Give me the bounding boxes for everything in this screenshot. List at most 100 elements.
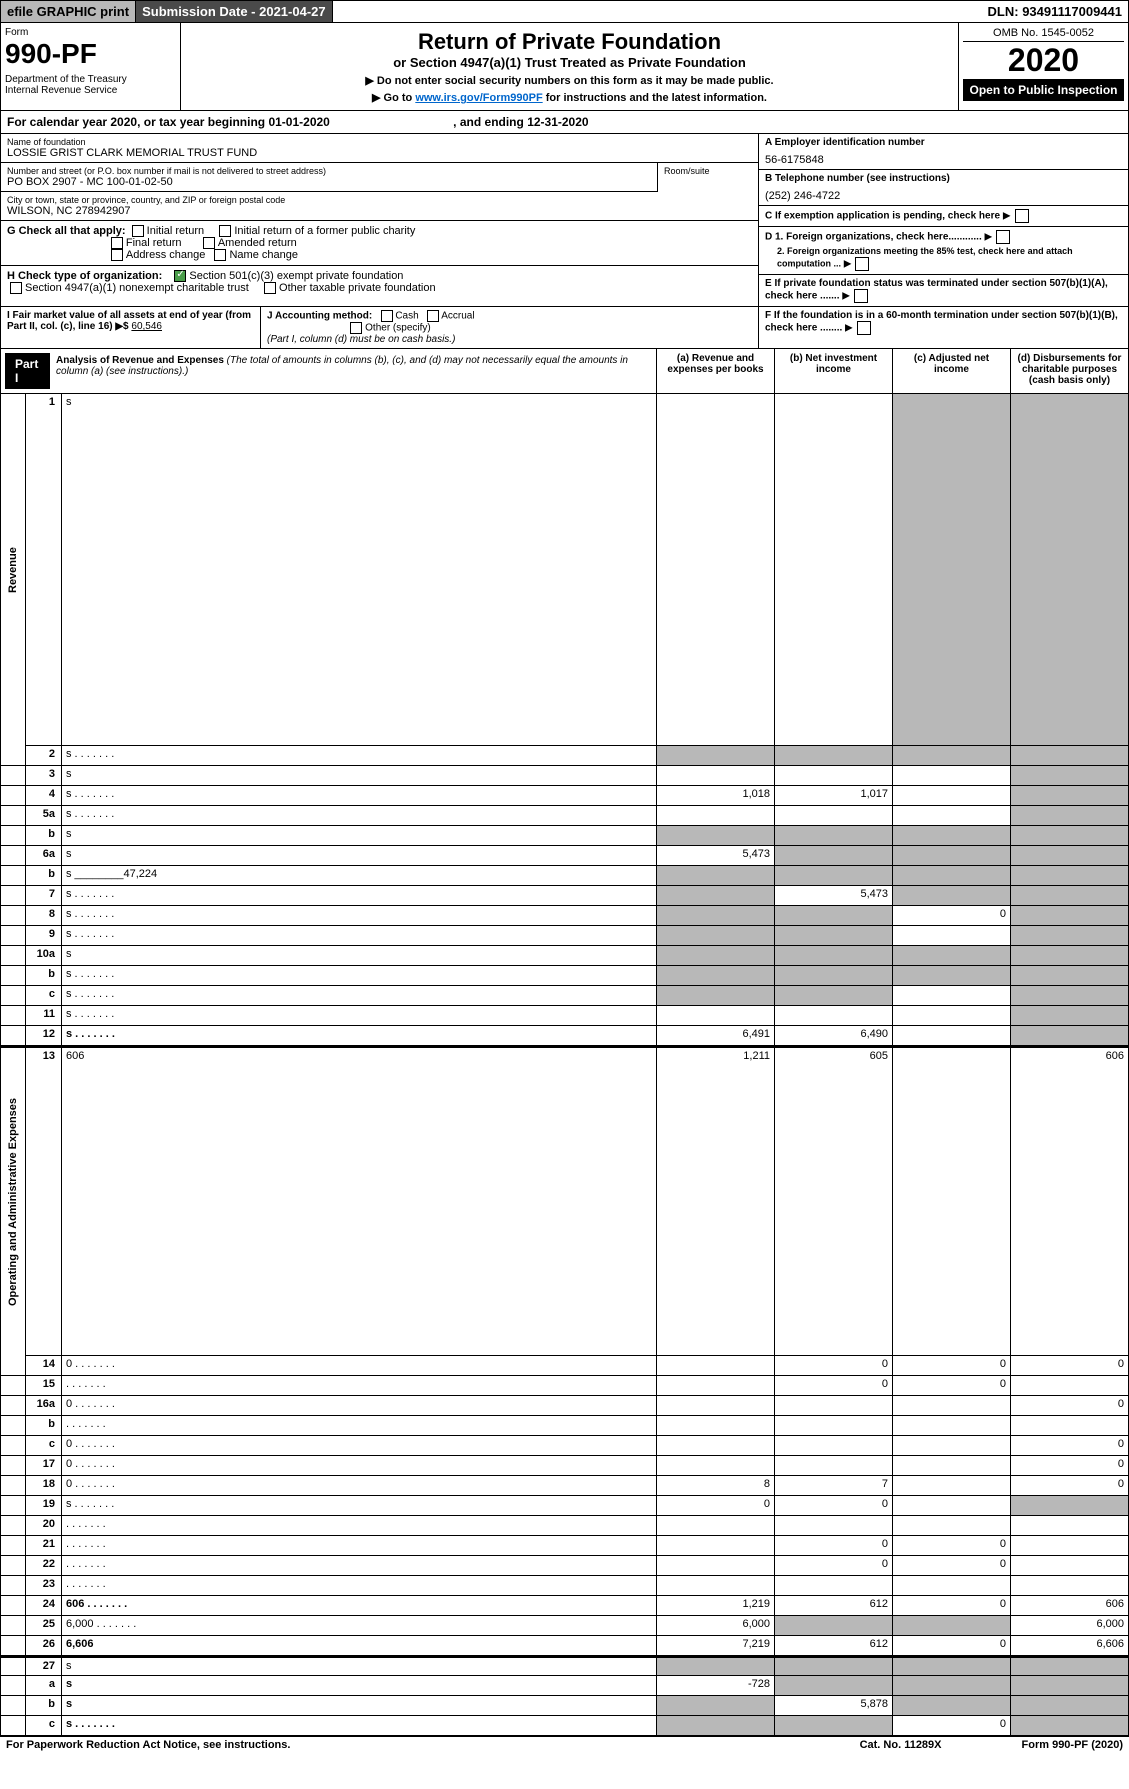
form-header: Form 990-PF Department of the TreasuryIn… bbox=[0, 23, 1129, 111]
col-c-value bbox=[892, 1676, 1010, 1696]
col-a-value bbox=[656, 1376, 774, 1396]
line-description: s . . . . . . . bbox=[61, 1496, 656, 1516]
col-b-value bbox=[774, 1516, 892, 1536]
col-b-value: 1,017 bbox=[774, 786, 892, 806]
entity-left: Name of foundation LOSSIE GRIST CLARK ME… bbox=[1, 134, 758, 306]
col-a-value bbox=[656, 746, 774, 766]
line-c: cs . . . . . . . bbox=[1, 986, 1128, 1006]
irs-link[interactable]: www.irs.gov/Form990PF bbox=[415, 92, 542, 104]
col-c-value bbox=[892, 1516, 1010, 1536]
line-13: Operating and Administrative Expenses136… bbox=[1, 1046, 1128, 1356]
address-change-checkbox[interactable] bbox=[111, 249, 123, 261]
top-bar: efile GRAPHIC print Submission Date - 20… bbox=[0, 0, 1129, 23]
col-a-value: 8 bbox=[656, 1476, 774, 1496]
other-taxable-checkbox[interactable] bbox=[264, 282, 276, 294]
col-c-value bbox=[892, 926, 1010, 946]
calendar-year-row: For calendar year 2020, or tax year begi… bbox=[0, 111, 1129, 134]
foundation-name-cell: Name of foundation LOSSIE GRIST CLARK ME… bbox=[1, 134, 758, 163]
line-6a: 6as5,473 bbox=[1, 846, 1128, 866]
line-number: b bbox=[25, 866, 61, 886]
entity-info-block: Name of foundation LOSSIE GRIST CLARK ME… bbox=[0, 134, 1129, 307]
open-public-badge: Open to Public Inspection bbox=[963, 79, 1124, 101]
col-d-value: 6,000 bbox=[1010, 1616, 1128, 1636]
c-checkbox[interactable] bbox=[1015, 209, 1029, 223]
col-b-value: 0 bbox=[774, 1376, 892, 1396]
line-description: . . . . . . . bbox=[61, 1376, 656, 1396]
line-description: s . . . . . . . bbox=[61, 746, 656, 766]
line-number: 17 bbox=[25, 1456, 61, 1476]
amended-checkbox[interactable] bbox=[203, 237, 215, 249]
line-number: 19 bbox=[25, 1496, 61, 1516]
col-d-value bbox=[1010, 1696, 1128, 1716]
line-number: 7 bbox=[25, 886, 61, 906]
line-number: b bbox=[25, 1696, 61, 1716]
col-d-value: 0 bbox=[1010, 1396, 1128, 1416]
other-method-checkbox[interactable] bbox=[350, 322, 362, 334]
dln: DLN: 93491117009441 bbox=[982, 1, 1128, 22]
col-a-value: 0 bbox=[656, 1496, 774, 1516]
col-b-value bbox=[774, 866, 892, 886]
col-d-value bbox=[1010, 846, 1128, 866]
col-c-value: 0 bbox=[892, 906, 1010, 926]
line-27: 27s bbox=[1, 1656, 1128, 1676]
efile-label[interactable]: efile GRAPHIC print bbox=[1, 1, 135, 22]
501c3-checkbox[interactable] bbox=[174, 270, 186, 282]
cash-checkbox[interactable] bbox=[381, 310, 393, 322]
line-number: 20 bbox=[25, 1516, 61, 1536]
accrual-checkbox[interactable] bbox=[427, 310, 439, 322]
line-description: 6,606 bbox=[61, 1636, 656, 1656]
line-4: 4s . . . . . . .1,0181,017 bbox=[1, 786, 1128, 806]
col-a-value: -728 bbox=[656, 1676, 774, 1696]
col-d-value bbox=[1010, 1376, 1128, 1396]
col-d-value bbox=[1010, 1006, 1128, 1026]
line-description: 606 bbox=[61, 1048, 656, 1356]
col-a-value bbox=[656, 1006, 774, 1026]
address: PO BOX 2907 - MC 100-01-02-50 bbox=[7, 176, 651, 188]
form-footer-label: Form 990-PF (2020) bbox=[1022, 1739, 1123, 1751]
col-d-value bbox=[1010, 1536, 1128, 1556]
final-return-checkbox[interactable] bbox=[111, 237, 123, 249]
e-checkbox[interactable] bbox=[854, 289, 868, 303]
col-a-value bbox=[656, 1396, 774, 1416]
col-a-value bbox=[656, 394, 774, 746]
line-description: s . . . . . . . bbox=[61, 906, 656, 926]
line-description: s . . . . . . . bbox=[61, 986, 656, 1006]
col-b-value bbox=[774, 966, 892, 986]
col-d-value bbox=[1010, 1516, 1128, 1536]
line-number: 2 bbox=[25, 746, 61, 766]
name-change-checkbox[interactable] bbox=[214, 249, 226, 261]
e-terminated-cell: E If private foundation status was termi… bbox=[759, 275, 1128, 306]
line-description: 0 . . . . . . . bbox=[61, 1436, 656, 1456]
col-b-value: 5,473 bbox=[774, 886, 892, 906]
revenue-section-label: Revenue bbox=[1, 394, 25, 746]
4947a1-checkbox[interactable] bbox=[10, 282, 22, 294]
line-17: 170 . . . . . . .0 bbox=[1, 1456, 1128, 1476]
line-c: cs . . . . . . .0 bbox=[1, 1716, 1128, 1736]
line-number: 18 bbox=[25, 1476, 61, 1496]
expenses-section-label: Operating and Administrative Expenses bbox=[1, 1048, 25, 1356]
initial-former-checkbox[interactable] bbox=[219, 225, 231, 237]
line-description: 0 . . . . . . . bbox=[61, 1456, 656, 1476]
col-a-value bbox=[656, 1658, 774, 1676]
col-a-value bbox=[656, 1356, 774, 1376]
col-a-value bbox=[656, 966, 774, 986]
line-b: bs5,878 bbox=[1, 1696, 1128, 1716]
initial-return-checkbox[interactable] bbox=[132, 225, 144, 237]
f-checkbox[interactable] bbox=[857, 321, 871, 335]
line-number: 14 bbox=[25, 1356, 61, 1376]
d1-checkbox[interactable] bbox=[996, 230, 1010, 244]
col-c-value bbox=[892, 826, 1010, 846]
line-description: s . . . . . . . bbox=[61, 786, 656, 806]
col-b-value bbox=[774, 1416, 892, 1436]
col-c-value bbox=[892, 1476, 1010, 1496]
col-d-value bbox=[1010, 746, 1128, 766]
col-a-value bbox=[656, 986, 774, 1006]
col-a-value: 5,473 bbox=[656, 846, 774, 866]
line-b: bs . . . . . . . bbox=[1, 966, 1128, 986]
d2-checkbox[interactable] bbox=[855, 257, 869, 271]
col-b-value: 612 bbox=[774, 1636, 892, 1656]
col-c-value: 0 bbox=[892, 1356, 1010, 1376]
col-a-value bbox=[656, 866, 774, 886]
col-a-value bbox=[656, 806, 774, 826]
entity-right: A Employer identification number 56-6175… bbox=[758, 134, 1128, 306]
